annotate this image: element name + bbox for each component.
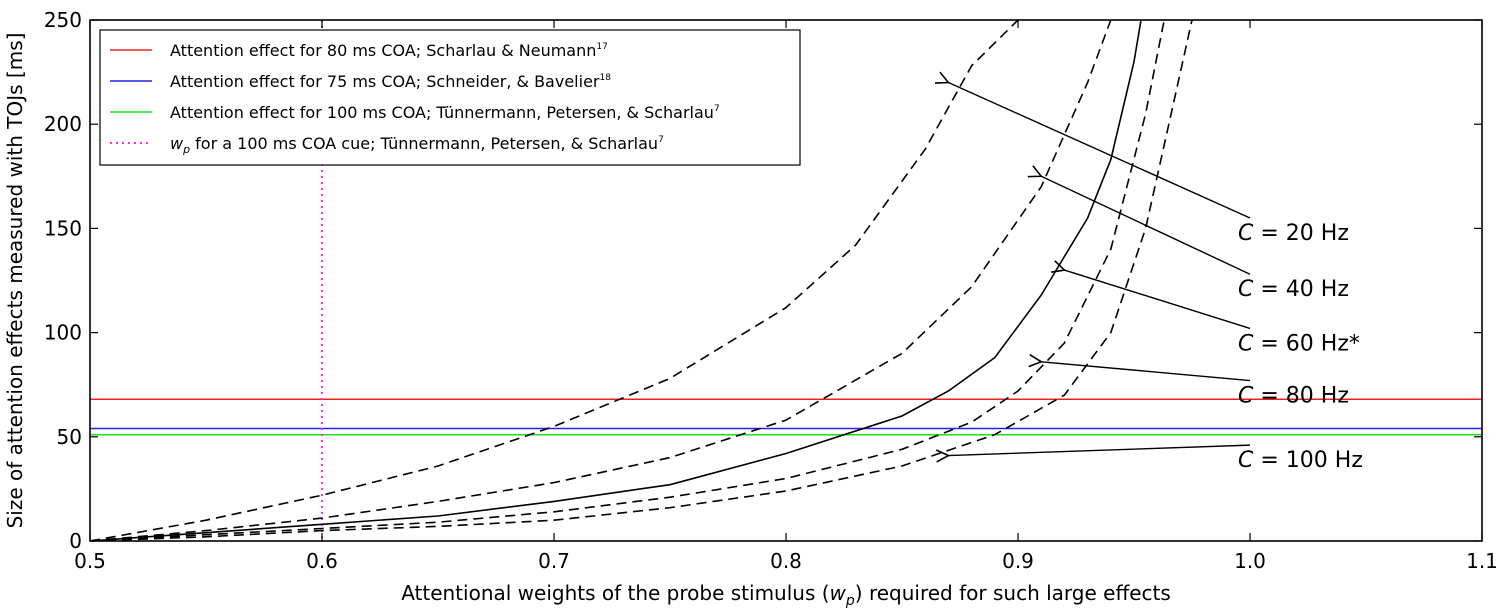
curve-40hz: [90, 20, 1112, 541]
y-tick-label: 250: [44, 8, 82, 32]
annotation-label-1: C = 20 Hz: [1238, 221, 1349, 246]
annotation-label-3: C = 60 Hz*: [1238, 331, 1360, 356]
curve-100hz: [90, 20, 1193, 541]
annotation-arrow-3: [1064, 270, 1251, 330]
annotation-label-5: C = 100 Hz: [1238, 448, 1363, 473]
y-axis-label: Size of attention effects measured with …: [3, 33, 27, 529]
legend-entry-3: Attention effect for 100 ms COA; Tünnerm…: [170, 103, 720, 122]
annotation-label-4: C = 80 Hz: [1238, 384, 1349, 409]
y-tick-label: 200: [44, 112, 82, 136]
y-tick-label: 50: [57, 425, 82, 449]
annotation-arrow-4: [1041, 362, 1251, 382]
legend-entry-2: Attention effect for 75 ms COA; Schneide…: [170, 72, 611, 91]
x-tick-label: 0.8: [770, 549, 802, 573]
curve-80hz: [90, 20, 1165, 541]
x-axis-label: Attentional weights of the probe stimulu…: [401, 581, 1171, 609]
x-tick-label: 1.0: [1234, 549, 1266, 573]
legend-entry-wp: wp for a 100 ms COA cue; Tünnermann, Pet…: [170, 134, 664, 156]
curve-20hz: [90, 20, 1019, 541]
curve-60hz: [90, 20, 1142, 541]
x-tick-label: 0.5: [74, 549, 106, 573]
y-tick-label: 150: [44, 216, 82, 240]
legend-entry-1: Attention effect for 80 ms COA; Scharlau…: [170, 41, 608, 60]
x-tick-label: 0.9: [1002, 549, 1034, 573]
y-tick-label: 100: [44, 321, 82, 345]
x-tick-label: 1.1: [1466, 549, 1498, 573]
y-tick-label: 0: [69, 529, 82, 553]
annotation-label-2: C = 40 Hz: [1238, 277, 1349, 302]
x-tick-label: 0.6: [306, 549, 338, 573]
annotation-arrow-1: [948, 83, 1251, 219]
x-tick-label: 0.7: [538, 549, 570, 573]
annotation-arrow-5: [948, 444, 1251, 455]
legend-box: [99, 29, 801, 166]
annotation-arrow-2: [1041, 176, 1251, 275]
